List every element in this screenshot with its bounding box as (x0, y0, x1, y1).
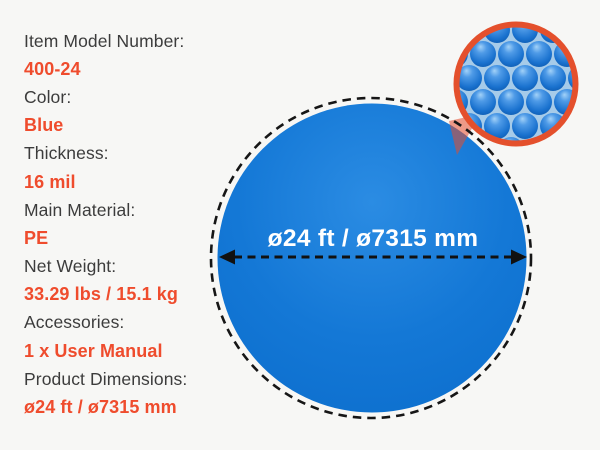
spec-value-thickness: 16 mil (24, 171, 76, 192)
spec-pair: Net Weight: 33.29 lbs / 15.1 kg (24, 253, 187, 309)
arrowhead-right-icon (511, 249, 527, 265)
dashed-outline-circle (209, 96, 533, 420)
spec-label-accessories: Accessories: (24, 312, 125, 333)
spec-pair: Product Dimensions: ø24 ft / ø7315 mm (24, 365, 187, 421)
arrowhead-left-icon (219, 249, 235, 265)
spec-value-product-dimensions: ø24 ft / ø7315 mm (24, 397, 177, 418)
spec-value-color: Blue (24, 115, 64, 136)
spec-value-net-weight: 33.29 lbs / 15.1 kg (24, 284, 178, 305)
spec-label-color: Color: (24, 86, 72, 107)
spec-label-net-weight: Net Weight: (24, 256, 117, 277)
spec-value-item-model-number: 400-24 (24, 58, 81, 79)
spec-label-item-model-number: Item Model Number: (24, 30, 185, 51)
spec-pair: Item Model Number: 400-24 (24, 27, 187, 83)
spec-list: Item Model Number: 400-24 Color: Blue Th… (24, 27, 187, 422)
texture-magnifier-inset (453, 21, 579, 147)
spec-value-main-material: PE (24, 227, 49, 248)
spec-pair: Thickness: 16 mil (24, 140, 187, 196)
spec-pair: Accessories: 1 x User Manual (24, 309, 187, 365)
spec-value-accessories: 1 x User Manual (24, 340, 163, 361)
diameter-arrow (219, 249, 527, 265)
spec-pair: Main Material: PE (24, 196, 187, 252)
diameter-label: ø24 ft / ø7315 mm (268, 225, 479, 252)
spec-label-product-dimensions: Product Dimensions: (24, 368, 188, 389)
spec-pair: Color: Blue (24, 83, 187, 139)
spec-label-thickness: Thickness: (24, 143, 109, 164)
spec-label-main-material: Main Material: (24, 199, 136, 220)
